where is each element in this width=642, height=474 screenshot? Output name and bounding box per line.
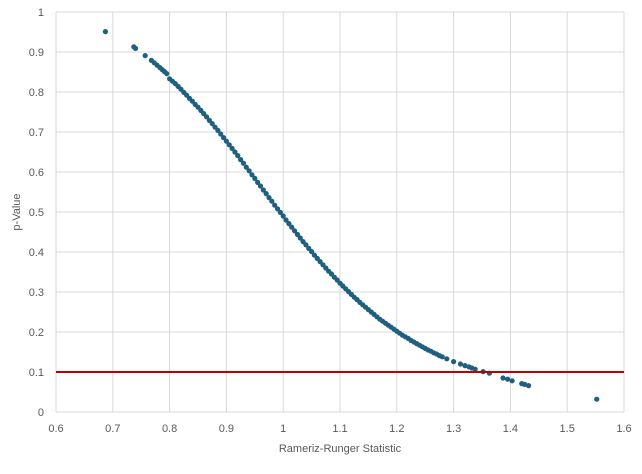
y-tick-label: 0.9	[29, 47, 44, 59]
x-tick-label: 1	[280, 423, 286, 435]
data-point	[238, 157, 244, 163]
y-tick-label: 0.5	[29, 207, 44, 219]
data-point	[232, 149, 238, 155]
data-point	[255, 179, 261, 185]
x-axis-title: Rameriz-Runger Statistic	[279, 443, 402, 455]
y-tick-label: 0.7	[29, 127, 44, 139]
data-point	[309, 249, 315, 255]
x-tick-label: 0.6	[48, 423, 63, 435]
data-point	[291, 228, 298, 234]
data-point	[500, 375, 506, 381]
data-point	[462, 363, 468, 369]
data-point	[263, 191, 269, 197]
y-tick-label: 0.8	[29, 87, 44, 99]
data-point	[286, 221, 292, 227]
data-point	[280, 213, 286, 219]
data-point	[303, 242, 309, 248]
y-tick-label: 0.3	[29, 287, 44, 299]
y-tick-label: 0	[38, 407, 44, 419]
data-point	[209, 121, 215, 127]
y-tick-label: 0.4	[29, 247, 44, 259]
x-tick-label: 1.5	[560, 423, 575, 435]
data-point	[272, 202, 278, 208]
data-point	[277, 209, 283, 215]
data-point	[223, 138, 229, 144]
x-tick-label: 1.6	[616, 423, 631, 435]
data-point	[260, 187, 266, 193]
x-tick-label: 1.1	[332, 423, 347, 435]
data-point	[142, 53, 148, 59]
data-point	[164, 71, 170, 77]
data-point	[451, 359, 457, 365]
y-tick-label: 1	[38, 7, 44, 19]
data-point	[594, 396, 600, 402]
data-point	[504, 376, 511, 382]
x-tick-labels: 0.6 0.7 0.8 0.9 1 1.1 1.2 1.3 1.4 1.5 1.6	[48, 423, 631, 435]
data-point	[229, 145, 235, 151]
x-tick-label: 1.2	[389, 423, 404, 435]
data-point	[283, 217, 289, 223]
x-tick-label: 0.8	[162, 423, 177, 435]
data-point	[215, 127, 221, 133]
data-point	[240, 160, 247, 166]
data-point	[525, 383, 532, 389]
y-tick-label: 0.6	[29, 167, 44, 179]
x-tick-label: 0.9	[219, 423, 234, 435]
data-point	[266, 195, 272, 201]
data-point	[457, 361, 464, 367]
data-point	[235, 153, 241, 159]
data-point	[252, 175, 258, 181]
data-point	[289, 224, 295, 230]
data-point	[257, 183, 264, 189]
data-point	[132, 45, 139, 52]
data-point	[294, 231, 300, 237]
data-point	[297, 235, 303, 241]
data-point	[439, 354, 445, 360]
y-axis-title: p-Value	[11, 193, 23, 230]
y-tick-label: 0.2	[29, 327, 44, 339]
x-tick-label: 1.4	[503, 423, 518, 435]
data-point	[444, 356, 450, 362]
y-tick-label: 0.1	[29, 367, 44, 379]
data-point	[246, 168, 252, 174]
data-point	[226, 142, 232, 148]
x-tick-label: 0.7	[105, 423, 120, 435]
data-point	[249, 172, 255, 178]
x-tick-label: 1.3	[446, 423, 461, 435]
data-points	[102, 29, 600, 402]
data-point	[472, 366, 478, 372]
data-point	[274, 206, 281, 212]
y-tick-labels: 0 0.1 0.2 0.3 0.4 0.5 0.6 0.7 0.8 0.9 1	[29, 7, 44, 419]
data-point	[218, 131, 224, 137]
data-point	[522, 381, 528, 387]
data-point	[269, 198, 275, 204]
data-point	[203, 114, 210, 120]
data-point	[243, 164, 249, 170]
data-point	[102, 29, 109, 35]
data-point	[220, 135, 227, 141]
data-point	[509, 378, 515, 384]
